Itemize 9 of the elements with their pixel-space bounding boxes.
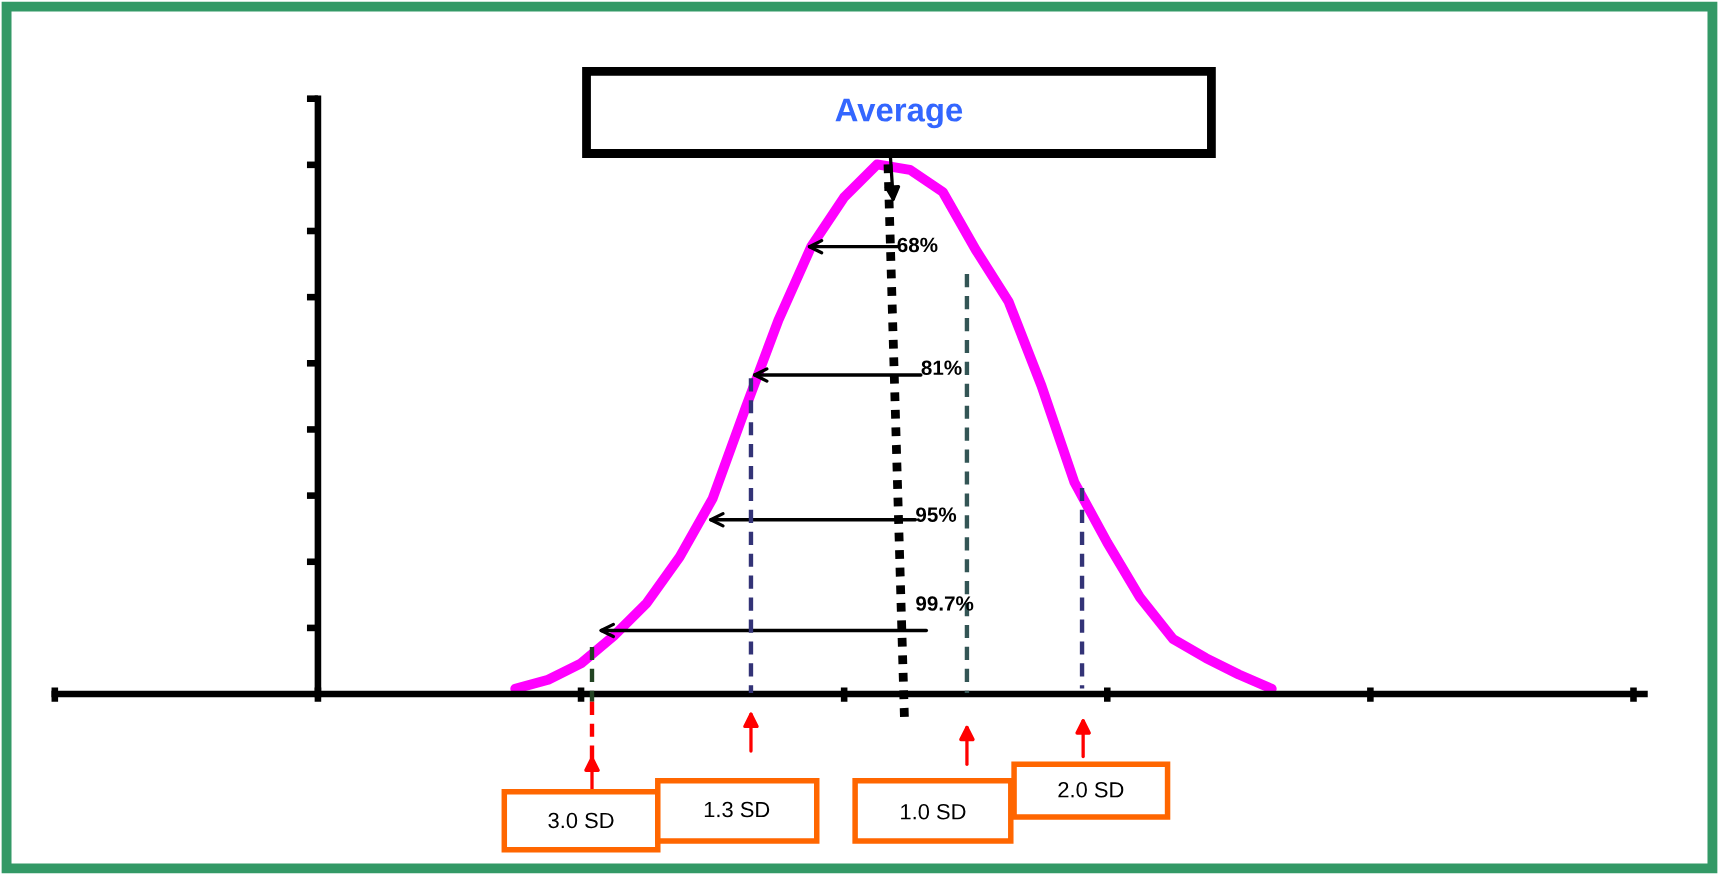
annotation: 95% [916, 507, 957, 522]
text: 1.3 SD [704, 801, 770, 818]
annotation: 81% [921, 360, 962, 376]
annotation: 99.7% [916, 596, 974, 611]
text: Average [835, 98, 963, 129]
text: 2.0 SD [1058, 782, 1124, 798]
text: 3.0 SD [548, 812, 614, 829]
annotation: 68% [897, 237, 938, 253]
text: 1.0 SD [901, 803, 966, 820]
